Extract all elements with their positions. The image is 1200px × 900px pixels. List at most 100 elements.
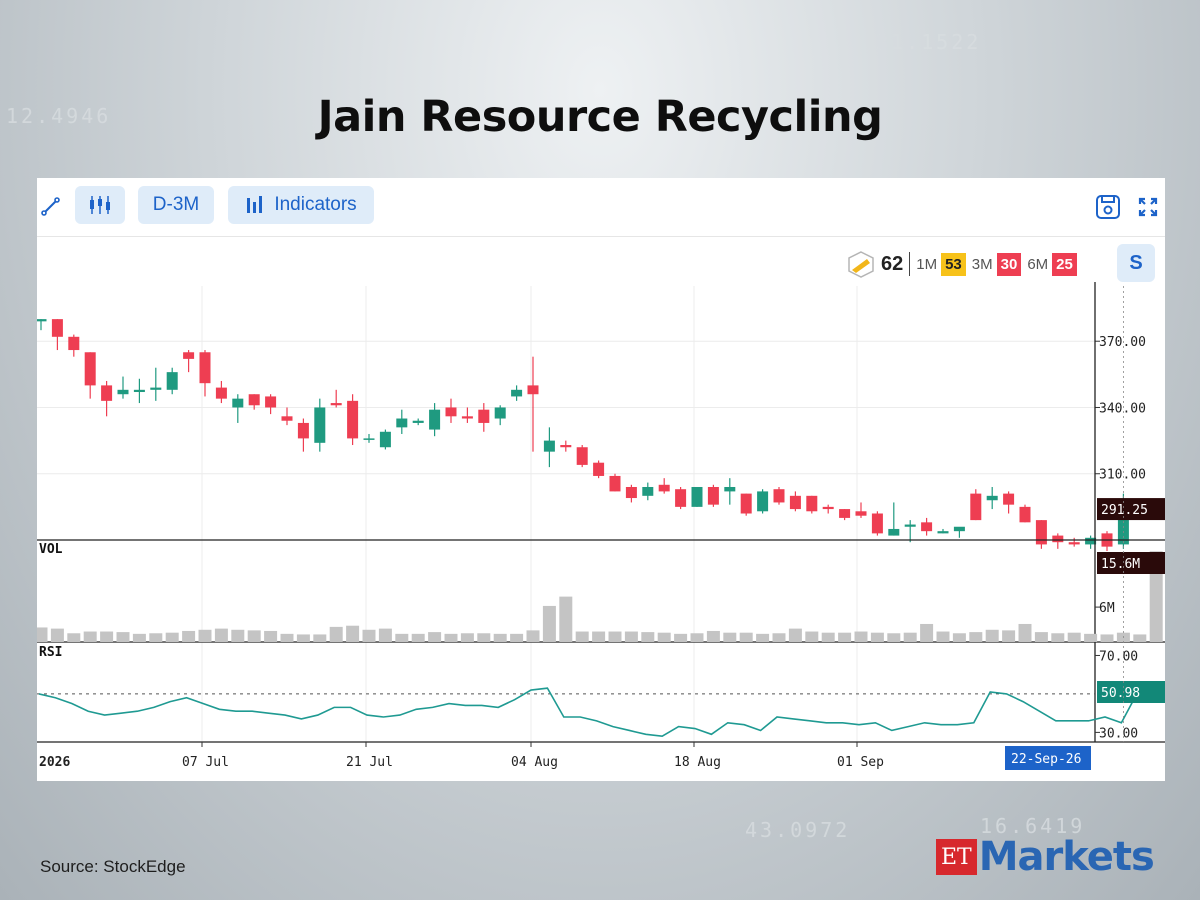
indicators-label: Indicators — [274, 194, 357, 215]
volume-bar — [575, 631, 589, 642]
cursor-date-label: 22-Sep-26 — [1011, 752, 1081, 767]
candle-body — [1003, 493, 1015, 505]
last-rsi-box — [1097, 681, 1165, 703]
volume-bar — [477, 633, 491, 642]
volume-bar — [296, 634, 310, 642]
candle-body — [101, 385, 113, 401]
candle-body — [37, 319, 47, 322]
volume-bar — [1051, 633, 1065, 642]
candle-body — [429, 409, 441, 430]
volume-bar — [493, 633, 507, 642]
background-digits-4: 16.6419 — [980, 814, 1086, 838]
volume-bar — [362, 629, 376, 642]
indicators-button[interactable]: Indicators — [228, 186, 374, 224]
candle-body — [675, 489, 687, 507]
rsi-tick-label: 30.00 — [1099, 726, 1138, 741]
candle-body — [986, 495, 998, 501]
candle-body — [970, 493, 982, 521]
candle-body — [166, 372, 178, 390]
candle-body — [855, 511, 867, 516]
x-tick-label: 07 Jul — [182, 755, 229, 770]
volume-bar — [542, 605, 556, 642]
volume-bar — [772, 633, 786, 642]
candle-body — [1068, 542, 1080, 545]
volume-bar — [838, 632, 852, 642]
candle-body — [412, 420, 424, 423]
candle-body — [379, 431, 391, 448]
volume-bar — [756, 633, 770, 642]
candle-body — [330, 403, 342, 406]
trend-line-icon[interactable] — [41, 196, 61, 216]
candle-body — [199, 352, 211, 384]
volume-bar — [231, 629, 245, 642]
save-icon[interactable] — [1095, 194, 1121, 220]
candle-body — [953, 526, 965, 532]
volume-bar — [395, 633, 409, 642]
fullscreen-icon[interactable] — [1137, 196, 1159, 218]
candle-body — [232, 398, 244, 408]
range-button[interactable]: D-3M — [138, 186, 214, 224]
markets-wordmark: Markets — [978, 834, 1155, 880]
candle-body — [1085, 537, 1097, 545]
volume-bar — [641, 632, 655, 642]
background-digits-3: 43.0972 — [745, 818, 851, 842]
rsi-line — [38, 687, 1139, 738]
candle-body — [593, 462, 605, 476]
candle-body — [183, 352, 195, 359]
chart-panel: D-3M Indicators 62 1M 53 3M 30 6M 25 S 3… — [37, 178, 1165, 781]
score-6m-badge: 25 — [1052, 252, 1077, 276]
score-6m-label: 6M — [1027, 255, 1049, 273]
price-tick-label: 340.00 — [1099, 401, 1146, 416]
x-tick-label: 04 Aug — [511, 755, 558, 770]
candle-body — [543, 440, 555, 452]
cursor-date-box — [1005, 746, 1091, 770]
last-price-box — [1097, 498, 1165, 521]
candle-body — [888, 528, 900, 536]
volume-bar — [411, 633, 425, 642]
candlestick-icon — [90, 196, 110, 214]
background-digits-1: 12.4946 — [6, 104, 112, 128]
volume-bar — [1018, 623, 1032, 642]
volume-bar — [100, 631, 114, 642]
volume-bar — [264, 630, 278, 642]
volume-bar — [444, 633, 458, 642]
et-markets-logo: ET Markets — [936, 834, 1155, 880]
candle-body — [625, 486, 637, 499]
candle-body — [806, 495, 818, 512]
volume-bar — [624, 631, 638, 642]
candle-body — [527, 385, 539, 395]
volume-bar — [1133, 634, 1147, 642]
volume-bar — [969, 632, 983, 642]
volume-bar — [739, 632, 753, 642]
volume-bar — [690, 633, 704, 642]
candle-body — [445, 407, 457, 417]
candle-body — [560, 445, 572, 448]
volume-bar — [936, 631, 950, 642]
rsi-label: RSI — [39, 645, 62, 660]
page-title: Jain Resource Recycling — [317, 92, 883, 142]
volume-bar — [805, 631, 819, 642]
volume-bar — [378, 628, 392, 642]
volume-bar — [214, 628, 228, 642]
indicators-icon — [247, 196, 263, 213]
volume-bar — [149, 633, 163, 642]
candle-body — [1052, 535, 1064, 543]
candle-body — [68, 336, 80, 351]
candlestick-type-button[interactable] — [75, 186, 125, 224]
volume-bar — [657, 632, 671, 642]
volume-bar — [460, 633, 474, 642]
s-button[interactable]: S — [1117, 244, 1155, 282]
candlestick-chart[interactable]: 370.00 340.00 310.00 291.25 VOL 6M 15.6M RSI 70.… — [37, 282, 1165, 782]
volume-bar — [592, 631, 606, 642]
volume-bar — [346, 625, 360, 642]
volume-bar — [1084, 633, 1098, 642]
candle-body — [511, 389, 523, 397]
candle-body — [494, 407, 506, 419]
x-tick-label: 21 Jul — [346, 755, 393, 770]
volume-bar — [1002, 630, 1016, 642]
background-digits-2: 31.1522 — [876, 30, 982, 54]
candle-body — [396, 418, 408, 428]
candle-body — [839, 509, 851, 518]
x-tick-label: 2026 — [39, 755, 70, 770]
volume-bar — [723, 632, 737, 642]
